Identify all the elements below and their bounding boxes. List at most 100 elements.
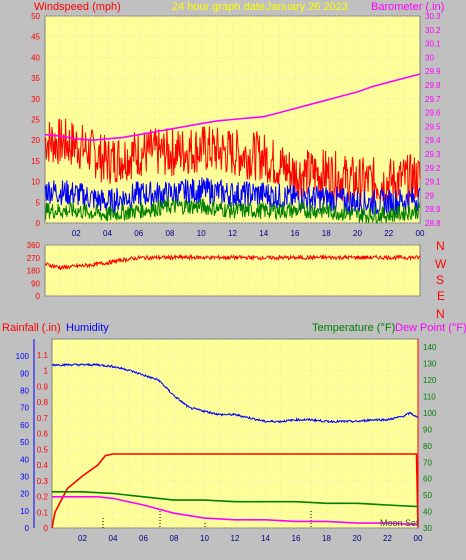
rainfall-y-ticks: 0 0.1 0.2 0.3 0.4 0.5 0.6 0.7 0.8 0.9 1 1.1 bbox=[37, 351, 49, 533]
humidity-y-ticks: 0 10 20 30 40 50 60 70 80 90 100 bbox=[16, 352, 30, 533]
barometer-y-tick-label: 29.5 bbox=[425, 122, 441, 131]
humidity-y-tick-label: 70 bbox=[20, 404, 29, 413]
temperature-y-tick-label: 90 bbox=[423, 425, 432, 434]
x-tick-label: 00 bbox=[416, 229, 425, 238]
humidity-y-tick-label: 50 bbox=[20, 438, 29, 447]
x-tick-label: 12 bbox=[228, 229, 237, 238]
x-tick-label: 06 bbox=[139, 534, 148, 543]
barometer-y-tick-label: 29.1 bbox=[425, 178, 441, 187]
temperature-y-tick-label: 110 bbox=[423, 393, 436, 402]
wind-y-tick-label: 45 bbox=[31, 33, 40, 42]
wind-series bbox=[44, 73, 421, 225]
barometer-y-tick-label: 29.9 bbox=[425, 67, 441, 76]
humidity-line bbox=[51, 362, 419, 424]
barometer-y-tick-label: 29.3 bbox=[425, 150, 441, 159]
barometer-y-tick-label: 29 bbox=[425, 191, 434, 200]
rainfall-y-tick-label: 0.9 bbox=[37, 382, 49, 391]
x-tick-label: 08 bbox=[166, 229, 175, 238]
humidity-y-tick-label: 0 bbox=[25, 524, 30, 533]
humidity-y-tick-label: 40 bbox=[20, 455, 29, 464]
direction-y-ticks: 0 90 180 270 360 bbox=[27, 241, 41, 301]
barometer-y-tick-label: 29.6 bbox=[425, 109, 441, 118]
graph-title: 24 hour graph date bbox=[172, 1, 265, 13]
x-tick-label: 16 bbox=[291, 229, 300, 238]
x-tick-label: 06 bbox=[134, 229, 143, 238]
x-tick-label: 10 bbox=[200, 534, 209, 543]
barometer-y-tick-label: 30 bbox=[425, 53, 434, 62]
humidity-axis-label: Humidity bbox=[66, 322, 109, 334]
direction-line bbox=[44, 253, 421, 271]
direction-y-tick-label: 0 bbox=[36, 292, 41, 301]
x-tick-label: 18 bbox=[322, 229, 331, 238]
rainfall-line bbox=[51, 453, 419, 529]
rainfall-y-tick-label: 0.8 bbox=[37, 398, 49, 407]
humidity-y-tick-label: 80 bbox=[20, 387, 29, 396]
moon-markers bbox=[102, 511, 312, 528]
x-tick-label: 02 bbox=[72, 229, 81, 238]
x-tick-label: 16 bbox=[292, 534, 301, 543]
barometer-line bbox=[44, 73, 421, 142]
temperature-grid bbox=[52, 339, 418, 529]
temperature-y-tick-label: 100 bbox=[423, 409, 437, 418]
direction-series bbox=[44, 253, 421, 271]
barometer-y-tick-label: 30.3 bbox=[425, 12, 441, 21]
x-tick-label: 04 bbox=[109, 534, 118, 543]
x-tick-label: 14 bbox=[261, 534, 270, 543]
x-tick-label: 04 bbox=[103, 229, 112, 238]
wind-series-line bbox=[44, 197, 421, 225]
barometer-y-tick-label: 29.2 bbox=[425, 164, 441, 173]
direction-letter-n: N bbox=[436, 239, 445, 253]
wind-y-tick-label: 15 bbox=[31, 157, 40, 166]
windspeed-axis-label: Windspeed (mph) bbox=[34, 1, 121, 13]
temperature-y-tick-label: 30 bbox=[423, 524, 432, 533]
wind-y-tick-label: 35 bbox=[31, 74, 40, 83]
x-tick-label: 10 bbox=[197, 229, 206, 238]
x-tick-label: 12 bbox=[231, 534, 240, 543]
wind-y-tick-label: 50 bbox=[31, 12, 40, 21]
graph-date: January 26 2023 bbox=[266, 1, 348, 13]
rainfall-y-tick-label: 0 bbox=[44, 524, 49, 533]
direction-letter-e: E bbox=[437, 289, 445, 303]
direction-letter-s: S bbox=[436, 273, 444, 287]
wind-y-tick-label: 0 bbox=[36, 219, 41, 228]
dewpoint-axis-label: Dew Point (°F) bbox=[395, 322, 466, 334]
moon-set-note: Moon Set bbox=[380, 518, 419, 528]
temperature-axis-label: Temperature (°F) bbox=[312, 322, 395, 334]
rainfall-y-tick-label: 0.5 bbox=[37, 445, 49, 454]
direction-y-tick-label: 270 bbox=[27, 254, 41, 263]
wind-x-ticks: 02 04 06 08 10 12 14 16 18 20 22 00 bbox=[72, 229, 425, 238]
humidity-y-tick-label: 30 bbox=[20, 472, 29, 481]
wind-y-tick-label: 5 bbox=[36, 198, 41, 207]
barometer-y-tick-label: 29.7 bbox=[425, 95, 441, 104]
temperature-y-tick-label: 130 bbox=[423, 360, 437, 369]
temperature-y-tick-label: 40 bbox=[423, 508, 432, 517]
x-tick-label: 20 bbox=[353, 534, 362, 543]
temperature-x-ticks: 02 04 06 08 10 12 14 16 18 20 22 00 bbox=[78, 534, 423, 543]
barometer-y-tick-label: 29.8 bbox=[425, 81, 441, 90]
barometer-y-tick-label: 28.9 bbox=[425, 205, 441, 214]
x-tick-label: 14 bbox=[259, 229, 268, 238]
rainfall-y-tick-label: 0.3 bbox=[37, 477, 49, 486]
barometer-y-tick-label: 30.1 bbox=[425, 40, 441, 49]
humidity-y-tick-label: 10 bbox=[20, 507, 29, 516]
rainfall-y-tick-label: 0.6 bbox=[37, 430, 49, 439]
direction-letter-w: W bbox=[435, 257, 447, 271]
humidity-y-tick-label: 100 bbox=[16, 352, 30, 361]
direction-y-tick-label: 360 bbox=[27, 241, 41, 250]
temperature-y-tick-label: 140 bbox=[423, 343, 437, 352]
wind-series-line bbox=[44, 118, 421, 207]
barometer-axis-label: Barometer (.in) bbox=[371, 1, 444, 13]
barometer-y-ticks: 28.8 28.9 29 29.1 29.2 29.3 29.4 29.5 29.6 29.7 29… bbox=[425, 12, 441, 228]
direction-letter-n2: N bbox=[436, 307, 445, 321]
temperature-line bbox=[52, 490, 419, 508]
direction-y-tick-label: 180 bbox=[27, 267, 41, 276]
wind-y-tick-label: 40 bbox=[31, 53, 40, 62]
x-tick-label: 20 bbox=[353, 229, 362, 238]
wind-y-tick-label: 10 bbox=[31, 178, 40, 187]
rainfall-y-tick-label: 1.1 bbox=[37, 351, 49, 360]
temperature-y-tick-label: 60 bbox=[423, 475, 432, 484]
humidity-y-tick-label: 20 bbox=[20, 490, 29, 499]
rainfall-y-tick-label: 0.1 bbox=[37, 508, 49, 517]
wind-y-ticks: 0 5 10 15 20 25 30 35 40 45 50 bbox=[31, 12, 40, 228]
rainfall-axis-label: Rainfall (.in) bbox=[2, 322, 61, 334]
